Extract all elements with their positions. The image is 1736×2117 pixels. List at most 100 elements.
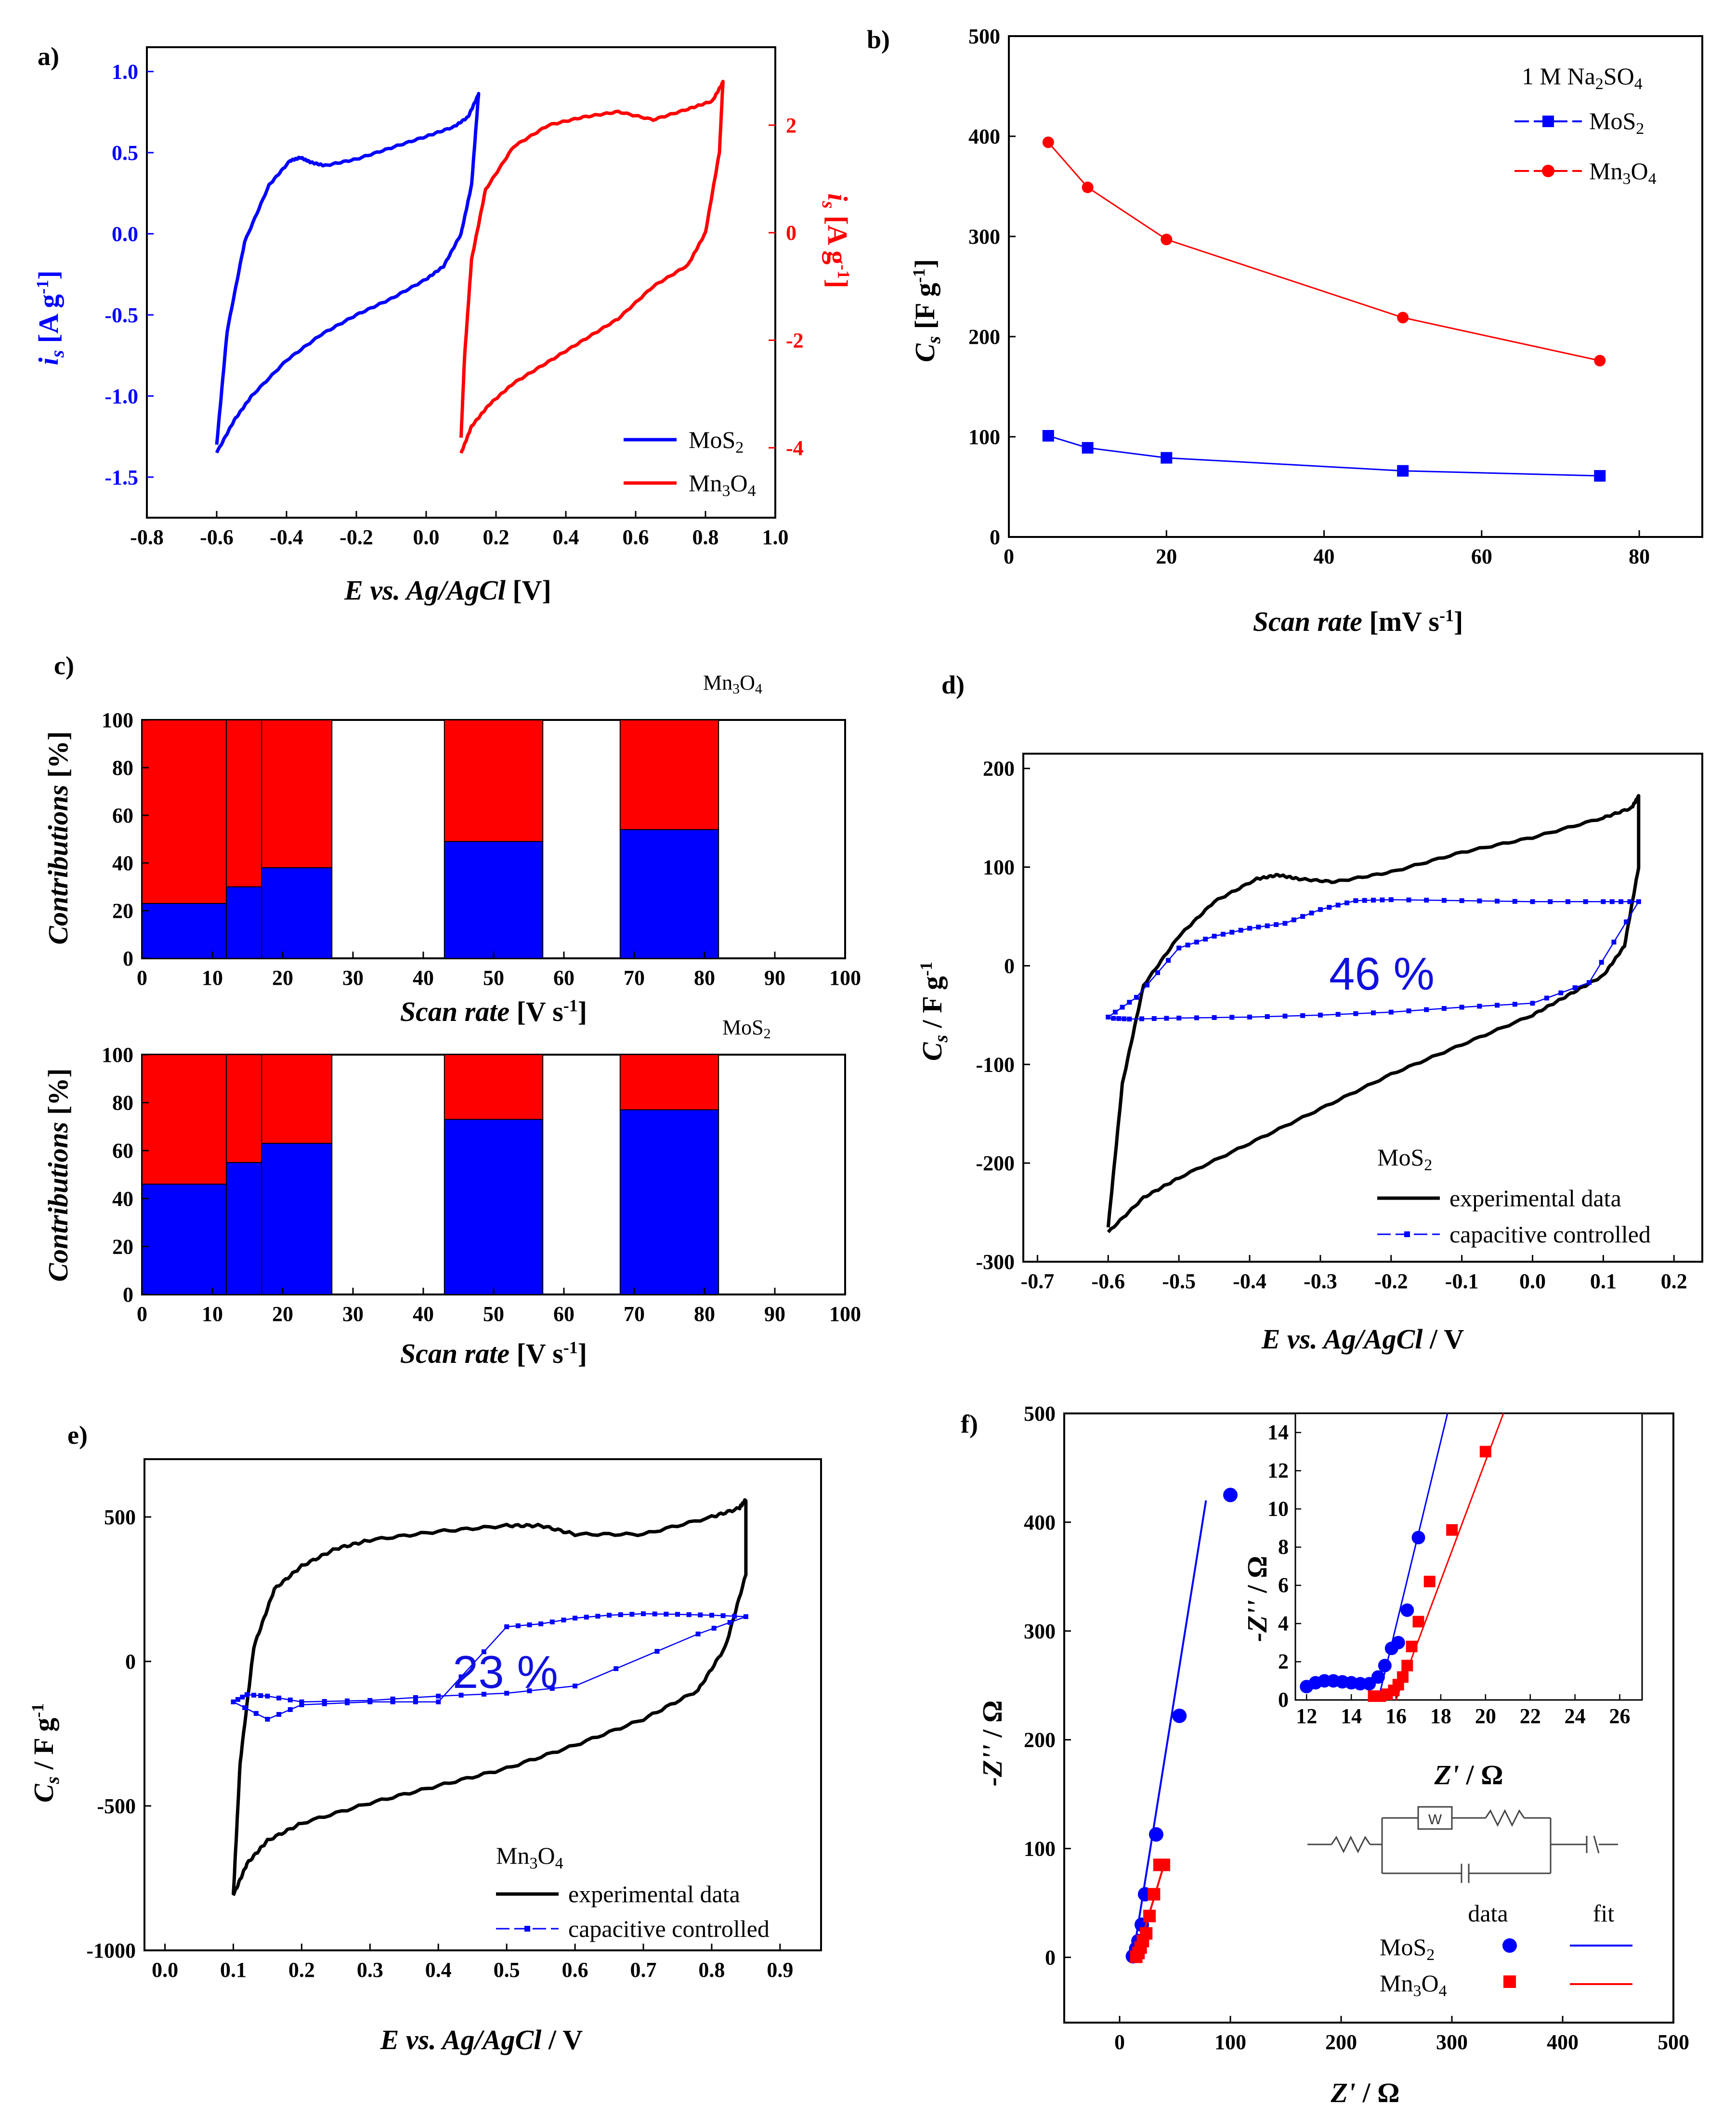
inset-ytick-label: 10 <box>1267 1497 1289 1520</box>
series-MoS2 <box>215 91 481 454</box>
chart-c-top-ytick-label: 80 <box>112 756 133 780</box>
chart-c-top-xtick-label: 70 <box>624 966 645 990</box>
chart-e-xlabel: E vs. Ag/AgCl / V <box>380 2024 583 2055</box>
data-point-capacitive <box>1111 1016 1116 1021</box>
data-point-capacitive <box>595 1614 600 1619</box>
chart-c-top-bar-capacitive <box>226 886 262 959</box>
chart-c-top-bar-capacitive <box>261 867 333 959</box>
chart-c-bottom-bar-diffusion <box>261 1054 333 1144</box>
resistor-icon <box>1485 1809 1525 1827</box>
inset-ytick-label: 12 <box>1267 1459 1289 1482</box>
data-point-capacitive <box>675 1612 680 1617</box>
data-point-MoS2 <box>1172 1708 1187 1723</box>
inset-ytick-label: 14 <box>1267 1421 1289 1444</box>
series-line-Mn3O4 <box>1047 142 1600 362</box>
chart-c-bottom-bar-diffusion <box>142 1054 227 1185</box>
data-point-Mn3O4 <box>1082 182 1094 194</box>
chart-b-ytick-label: 400 <box>968 125 1000 148</box>
chart-c-bottom-xlabel: Scan rate [V s-1] <box>400 1338 587 1369</box>
data-point-capacitive <box>1194 940 1199 945</box>
data-point-capacitive <box>613 1666 619 1671</box>
data-point-capacitive <box>265 1717 270 1722</box>
chart-f-ytick-label: 300 <box>1024 1620 1056 1643</box>
chart-a-xlabel: E vs. Ag/AgCl [V] <box>344 575 551 606</box>
data-point-capacitive <box>1627 899 1632 904</box>
chart-f-xtick-label: 0 <box>1114 2030 1125 2054</box>
chart-e-ytick-label: -500 <box>97 1794 136 1818</box>
data-point-capacitive <box>1120 1005 1125 1010</box>
chart-f-xtick-label: 400 <box>1547 2030 1579 2054</box>
chart-e-plot: 0.0 0.1 0.2 0.3 0.4 0.5 0.6 0.7 0.8 0.9 -1000 -500 0… <box>86 1458 822 1982</box>
chart-e-legend-title: Mn3O4 <box>496 1842 563 1872</box>
chart-f-xtick-label: 100 <box>1214 2030 1246 2054</box>
data-point-capacitive <box>504 1624 509 1629</box>
chart-c-top-xtick-label: 30 <box>342 966 364 990</box>
chart-b-annotation: 1 M Na2SO4 <box>1522 63 1643 93</box>
data-point-capacitive <box>1495 899 1500 904</box>
data-point-Mn3O4 <box>1042 136 1054 148</box>
data-point-capacitive <box>1512 1002 1517 1007</box>
data-point-capacitive <box>1495 1003 1500 1008</box>
data-point-capacitive <box>607 1613 612 1618</box>
chart-d-frame <box>1022 753 1703 1263</box>
chart-c-bottom-bar-diffusion <box>444 1054 544 1120</box>
data-point-capacitive <box>1601 899 1606 904</box>
chart-c-bottom-xtick-label: 70 <box>624 1302 645 1326</box>
chart-d-legend: MoS2 experimental data capacitive contro… <box>1377 1144 1651 1248</box>
chart-d-xtick-label: -0.7 <box>1021 1269 1055 1293</box>
panel-label-c: c) <box>54 651 74 680</box>
chart-a-xtick-label: 1.0 <box>762 525 789 549</box>
data-point-capacitive <box>727 1620 732 1625</box>
data-point-capacitive <box>1229 1015 1235 1020</box>
data-point-capacitive <box>1176 945 1182 951</box>
chart-f-inset-ylabel: -Z'' / Ω <box>1241 1556 1273 1642</box>
chart-d-xtick-label: -0.4 <box>1233 1269 1266 1293</box>
chart-f-xtick-label: 300 <box>1436 2030 1468 2054</box>
chart-b-xtick-label: 20 <box>1156 545 1177 568</box>
data-point-capacitive <box>1238 928 1243 933</box>
chart-a-xtick-label: 0.6 <box>623 525 649 549</box>
chart-b-ytick-label: 500 <box>968 25 1000 48</box>
data-point-capacitive <box>1164 1016 1169 1021</box>
data-point-capacitive <box>1459 898 1464 903</box>
data-point-capacitive <box>1327 905 1332 910</box>
chart-c-bottom-xtick-label: 50 <box>483 1302 504 1326</box>
data-point-capacitive <box>413 1695 418 1700</box>
chart-f-ytick-label: 400 <box>1024 1511 1056 1534</box>
data-point-capacitive <box>1106 1014 1111 1019</box>
chart-d-xlabel: E vs. Ag/AgCl / V <box>1261 1323 1464 1355</box>
chart-c-top-xtick-label: 100 <box>829 966 861 990</box>
data-point-MoS2 <box>1223 1488 1238 1503</box>
chart-c-bottom-title: MoS2 <box>722 1016 771 1042</box>
data-point-capacitive <box>1380 897 1385 902</box>
chart-c-bottom-xtick-label: 10 <box>202 1302 223 1326</box>
chart-a-xtick-label: -0.6 <box>200 525 234 549</box>
chart-e-ylabel: Cs / F g-1 <box>28 1703 63 1803</box>
resistor-icon <box>1331 1835 1371 1854</box>
chart-c-top-ytick-label: 60 <box>112 804 133 827</box>
chart-f-ytick-label: 100 <box>1024 1837 1056 1861</box>
chart-c-top-title: Mn3O4 <box>703 671 762 697</box>
data-point-MoS2 <box>1397 465 1409 477</box>
chart-a-ytick-label: -2 <box>786 329 804 353</box>
inset-xtick-label: 16 <box>1385 1704 1407 1728</box>
legend-marker-capacitive <box>524 1926 530 1932</box>
data-point-capacitive <box>1353 1011 1358 1016</box>
chart-c-bottom-bar-diffusion <box>619 1054 719 1111</box>
data-point-capacitive <box>1609 899 1615 904</box>
data-point-capacitive <box>265 1694 270 1699</box>
chart-c-bottom-xtick-label: 60 <box>553 1302 574 1326</box>
chart-c-bottom-xtick-label: 30 <box>342 1302 364 1326</box>
chart-e-xtick-label: 0.3 <box>357 1958 383 1982</box>
data-point-capacitive <box>1145 982 1150 988</box>
data-point-capacitive <box>652 1611 657 1617</box>
chart-a-ytick-label: -4 <box>786 436 804 460</box>
chart-a-ytick-label: 0.0 <box>112 222 138 246</box>
data-point-capacitive <box>711 1626 717 1631</box>
chart-b-ytick-label: 0 <box>990 525 1000 549</box>
data-point-capacitive <box>1282 921 1288 926</box>
chart-d-xtick-label: -0.3 <box>1304 1269 1337 1293</box>
legend-label-mos2: MoS2 <box>1380 1934 1435 1964</box>
chart-f-xlabel: Z' / Ω <box>1330 2077 1399 2108</box>
